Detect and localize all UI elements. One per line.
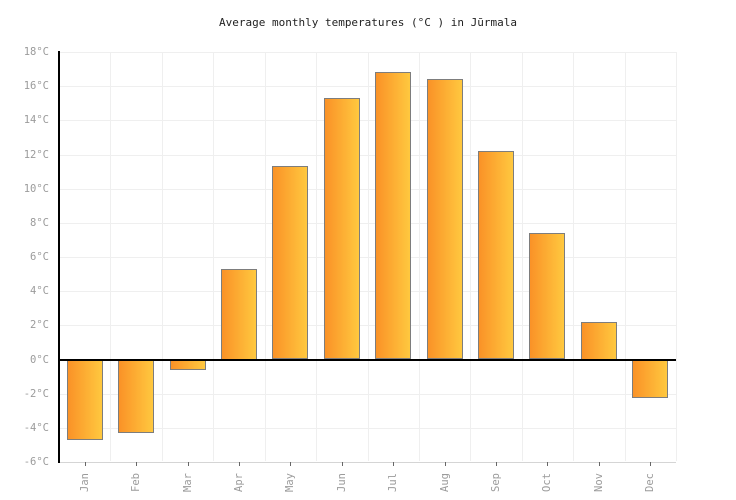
y-axis-tick-label: 16°C (23, 80, 49, 92)
x-axis-tick (547, 462, 548, 466)
x-axis-tick (85, 462, 86, 466)
x-axis-tick-label: May (284, 473, 296, 492)
y-axis-line (58, 51, 60, 463)
bar-apr (221, 269, 257, 360)
y-axis-tick-label: 6°C (30, 251, 49, 263)
bar-feb (118, 360, 154, 433)
x-axis-tick-label: Jul (387, 473, 399, 492)
y-axis-tick-label: 2°C (30, 319, 49, 331)
x-axis-tick (650, 462, 651, 466)
grid-line-vertical (573, 52, 574, 461)
x-axis-tick (239, 462, 240, 466)
x-axis-tick-label: Feb (130, 473, 142, 492)
x-axis-tick (136, 462, 137, 466)
bar-jan (67, 360, 103, 440)
bar-aug (427, 79, 463, 359)
x-axis-tick (188, 462, 189, 466)
y-axis-tick-label: 8°C (30, 217, 49, 229)
bar-may (272, 166, 308, 359)
y-axis-tick-label: -6°C (23, 456, 49, 468)
x-axis-tick-label: Mar (182, 473, 194, 492)
grid-line-vertical (419, 52, 420, 461)
grid-line-vertical (213, 52, 214, 461)
grid-line-vertical (265, 52, 266, 461)
x-axis-tick-label: Oct (541, 473, 553, 492)
x-axis-zero-line (58, 359, 676, 361)
bar-nov (581, 322, 617, 360)
grid-line-horizontal (58, 428, 676, 429)
y-axis-tick-label: -2°C (23, 388, 49, 400)
plot-bottom-border (58, 462, 676, 463)
grid-line-horizontal (58, 394, 676, 395)
x-axis-tick (599, 462, 600, 466)
bar-oct (529, 233, 565, 359)
y-axis-tick-label: 10°C (23, 183, 49, 195)
x-axis-tick (342, 462, 343, 466)
x-axis-tick-label: Jan (79, 473, 91, 492)
grid-line-horizontal (58, 189, 676, 190)
grid-line-horizontal (58, 223, 676, 224)
grid-line-horizontal (58, 86, 676, 87)
grid-line-horizontal (58, 325, 676, 326)
grid-line-horizontal (58, 52, 676, 53)
bar-jun (324, 98, 360, 359)
x-axis-tick-label: Nov (593, 473, 605, 492)
grid-line-vertical (110, 52, 111, 461)
y-axis-tick-label: 4°C (30, 285, 49, 297)
y-axis-tick-label: 0°C (30, 354, 49, 366)
bar-sep (478, 151, 514, 359)
x-axis-tick (393, 462, 394, 466)
grid-line-vertical (162, 52, 163, 461)
grid-line-vertical (522, 52, 523, 461)
y-axis-tick-label: 12°C (23, 149, 49, 161)
y-axis-tick-label: 14°C (23, 114, 49, 126)
grid-line-vertical (368, 52, 369, 461)
y-axis-tick-label: 18°C (23, 46, 49, 58)
bar-dec (632, 360, 668, 398)
x-axis-tick-label: Dec (644, 473, 656, 492)
chart-title: Average monthly temperatures (°C ) in Jū… (218, 16, 517, 29)
grid-line-vertical (316, 52, 317, 461)
x-axis-tick-label: Sep (490, 473, 502, 492)
grid-line-vertical (676, 52, 677, 461)
x-axis-tick (445, 462, 446, 466)
y-axis-tick-label: -4°C (23, 422, 49, 434)
bar-mar (170, 360, 206, 370)
grid-line-vertical (470, 52, 471, 461)
grid-line-vertical (625, 52, 626, 461)
grid-line-horizontal (58, 120, 676, 121)
x-axis-tick-label: Apr (233, 473, 245, 492)
x-axis-tick (496, 462, 497, 466)
grid-line-horizontal (58, 155, 676, 156)
x-axis-tick-label: Aug (439, 473, 451, 492)
x-axis-tick-label: Jun (336, 473, 348, 492)
x-axis-tick (290, 462, 291, 466)
grid-line-horizontal (58, 257, 676, 258)
bar-jul (375, 72, 411, 359)
grid-line-horizontal (58, 291, 676, 292)
